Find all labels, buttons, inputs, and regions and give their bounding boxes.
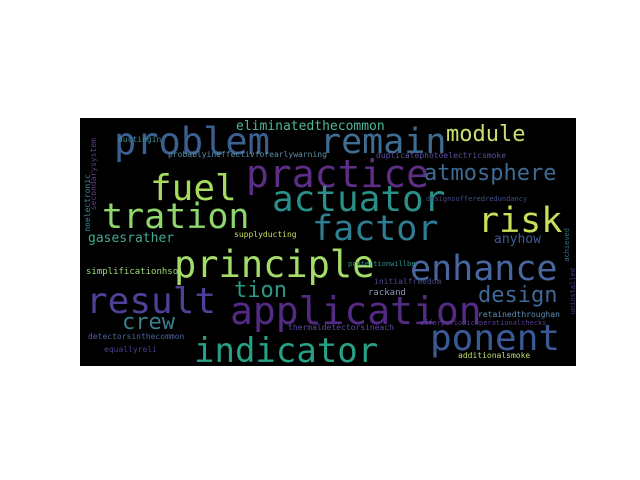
word-tration: tration bbox=[102, 197, 250, 237]
word-noelectronic: noelectronic bbox=[83, 174, 92, 232]
word-design: design bbox=[478, 283, 558, 308]
word-supplyducting: supplyducting bbox=[234, 230, 297, 239]
word-tion: tion bbox=[234, 278, 287, 303]
word-rackand: rackand bbox=[368, 288, 406, 298]
word-module: module bbox=[446, 122, 526, 147]
word-additionalsmoke: additionalsmoke bbox=[458, 351, 531, 360]
word-ponent: ponent bbox=[430, 318, 561, 359]
word-crew: crew bbox=[122, 310, 175, 335]
word-detectorsinthecommon: detectorsinthecommon bbox=[88, 332, 185, 341]
word-achieved: achieved bbox=[563, 228, 571, 262]
word-problem: problem bbox=[114, 120, 270, 163]
word-remain: remain bbox=[320, 122, 447, 162]
word-thermaldetectorsineach: thermaldetectorsineach bbox=[288, 323, 394, 332]
word-simplificationhso: simplificationhso bbox=[86, 267, 179, 277]
word-uninstalled: uninstalled bbox=[569, 268, 576, 315]
word-equallyreli: equallyreli bbox=[104, 345, 157, 354]
word-anyhow: anyhow bbox=[494, 232, 541, 247]
word-gasesrather: gasesrather bbox=[88, 231, 175, 246]
word-ductingin: ductingin bbox=[118, 135, 162, 144]
word-protectionwillbe: protectionwillbe bbox=[348, 260, 416, 268]
word-enhance: enhance bbox=[410, 249, 558, 289]
word-actuator: actuator bbox=[272, 179, 446, 220]
word-application: application bbox=[230, 289, 482, 333]
word-indicator: indicator bbox=[194, 331, 379, 366]
word-retainedthroughan: retainedthroughan bbox=[478, 310, 560, 319]
word-initialfreedom: initialfreedom bbox=[374, 277, 442, 286]
word-offerperiodicoperationalchecks: offerperiodicoperationalchecks bbox=[420, 319, 547, 327]
word-eliminatedthecommon: eliminatedthecommon bbox=[236, 119, 385, 134]
word-factor: factor bbox=[312, 209, 439, 249]
word-cloud: problem remain module practice fuel atmo… bbox=[80, 118, 576, 366]
word-designsofferedredundancy: designsofferedredundancy bbox=[426, 195, 528, 203]
word-probablyineffectivforearlywarning: probablyineffectivforearlywarning bbox=[168, 150, 327, 159]
word-practice: practice bbox=[246, 152, 430, 196]
word-principle: principle bbox=[174, 243, 375, 286]
word-duplicatephotoelectricsmoke: duplicatephotoelectricsmoke bbox=[376, 151, 507, 160]
word-atmosphere: atmosphere bbox=[424, 161, 557, 186]
word-risk: risk bbox=[478, 201, 563, 241]
word-fuel: fuel bbox=[150, 168, 237, 209]
word-result: result bbox=[86, 281, 217, 322]
